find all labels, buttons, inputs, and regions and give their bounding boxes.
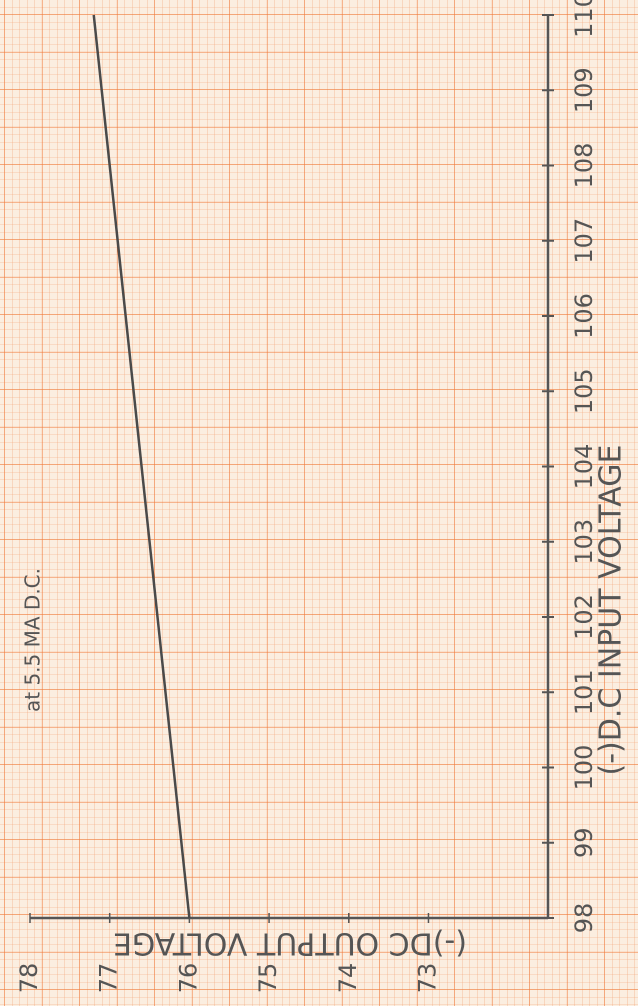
y-tick-label: 74 (334, 963, 362, 994)
x-tick-label: 98 (570, 903, 598, 934)
x-tick-label: 99 (570, 827, 598, 858)
y-tick-label: 76 (174, 963, 202, 994)
x-tick-label: 105 (570, 368, 598, 414)
page: at 5.5 MA D.C. (-)D.C INPUT VOLTAGE (-)D… (0, 0, 638, 1006)
x-tick-label: 100 (570, 745, 598, 791)
x-tick-label: 103 (570, 519, 598, 565)
x-tick-label: 109 (570, 67, 598, 113)
x-axis-title: (-)D.C INPUT VOLTAGE (594, 445, 629, 776)
x-tick-label: 107 (570, 218, 598, 264)
chart: at 5.5 MA D.C. (-)D.C INPUT VOLTAGE (-)D… (0, 0, 638, 1006)
y-axis-title: (-)DC OUTPUT VOLTAGE (113, 926, 467, 961)
y-tick-label: 73 (413, 963, 441, 994)
chart-title: at 5.5 MA D.C. (21, 568, 45, 712)
x-tick-label: 110 (570, 0, 598, 38)
x-tick-label: 108 (570, 143, 598, 189)
y-tick-label: 75 (254, 963, 282, 994)
x-tick-label: 101 (570, 669, 598, 715)
graph-paper (0, 0, 638, 1006)
x-tick-label: 102 (570, 594, 598, 640)
x-tick-label: 104 (570, 444, 598, 490)
x-tick-label: 106 (570, 293, 598, 339)
y-tick-label: 78 (15, 963, 43, 994)
y-tick-label: 77 (95, 963, 123, 994)
